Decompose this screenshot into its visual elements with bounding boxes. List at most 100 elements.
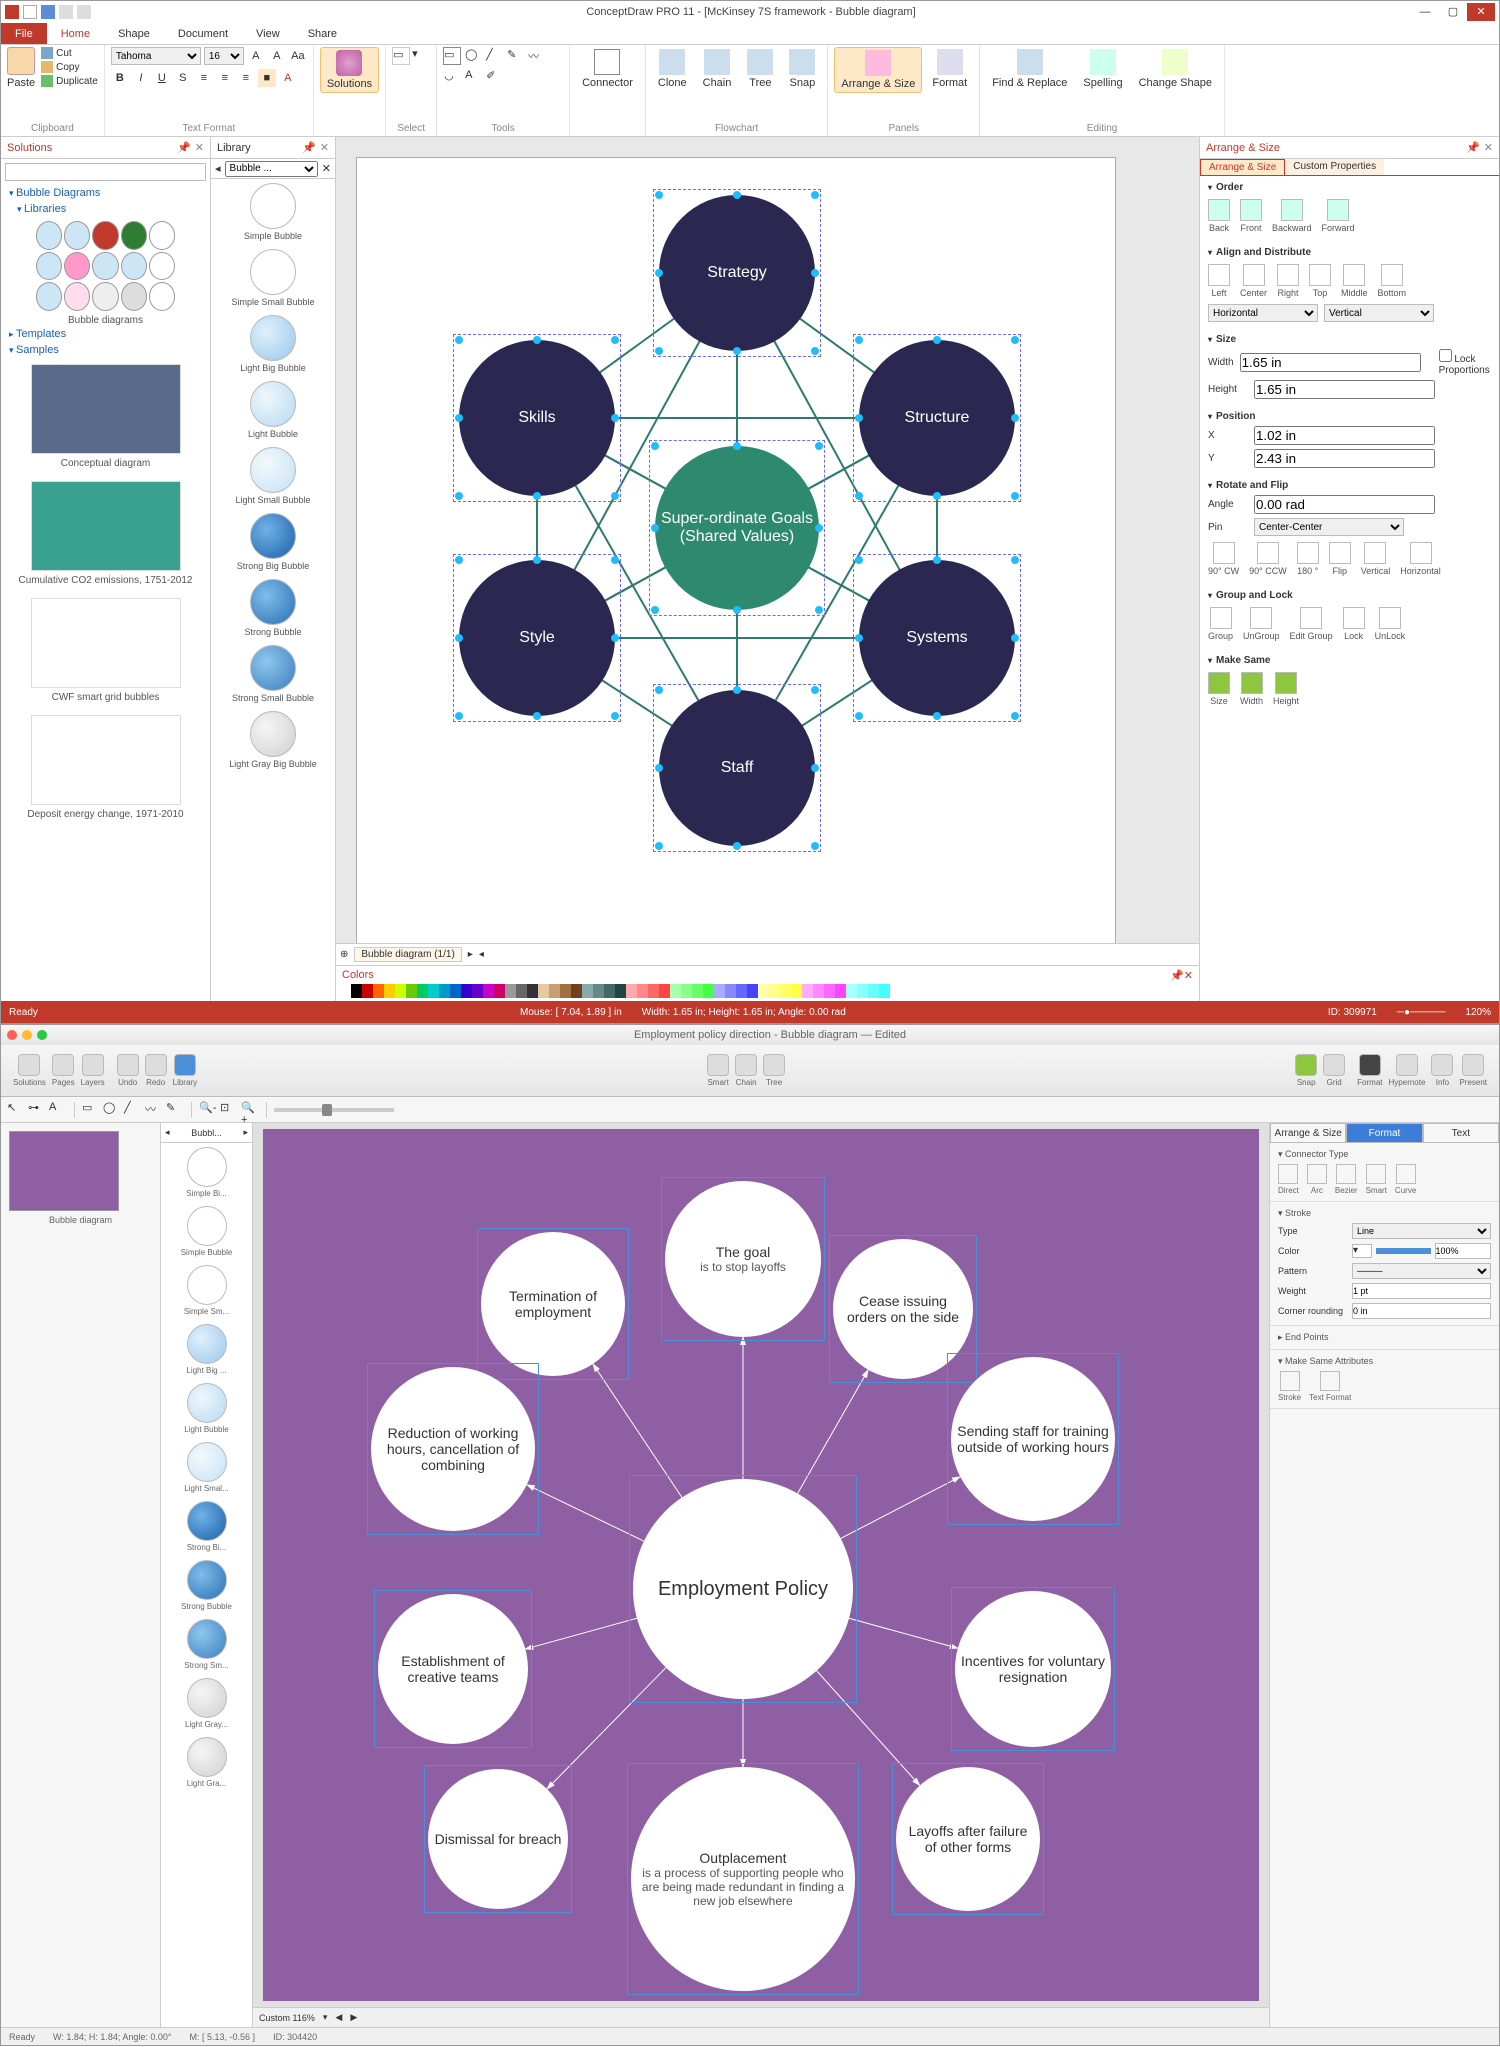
minimize-button[interactable]: — <box>1411 3 1439 21</box>
color-swatch[interactable] <box>351 984 362 998</box>
page-tab[interactable]: Bubble diagram (1/1) <box>354 947 461 962</box>
color-swatch[interactable] <box>340 984 351 998</box>
diagram-node[interactable]: Incentives for voluntary resignation <box>955 1591 1111 1747</box>
tab-home[interactable]: Home <box>47 23 104 44</box>
color-swatch[interactable] <box>791 984 802 998</box>
undo-button[interactable]: Undo <box>117 1054 139 1087</box>
sample-deposit[interactable]: Deposit energy change, 1971-2010 <box>1 709 210 826</box>
library-item[interactable]: Light Smal... <box>161 1438 252 1497</box>
underline-button[interactable]: U <box>153 69 171 87</box>
diagram-node[interactable]: Super-ordinate Goals (Shared Values) <box>655 446 819 610</box>
layers-button[interactable]: Layers <box>81 1054 105 1087</box>
color-swatch[interactable] <box>571 984 582 998</box>
library-item[interactable]: Light Big Bubble <box>211 311 335 377</box>
bubble-palette[interactable] <box>36 221 176 311</box>
search-input[interactable] <box>5 163 206 181</box>
rect-tool[interactable]: ▭ <box>443 47 461 65</box>
color-swatch[interactable] <box>857 984 868 998</box>
pin-icon[interactable]: 📌 <box>1170 969 1184 982</box>
diagram-node[interactable]: Outplacementis a process of supporting p… <box>631 1767 855 1991</box>
color-swatch[interactable] <box>835 984 846 998</box>
tab-arrange[interactable]: Arrange & Size <box>1200 159 1285 175</box>
next-button[interactable]: ▸ <box>243 1127 248 1138</box>
bring-forward-button[interactable]: Forward <box>1322 199 1355 233</box>
rect-tool[interactable]: ▭ <box>82 1101 100 1119</box>
diagram-node[interactable]: Establishment of creative teams <box>378 1594 528 1744</box>
library-item[interactable]: Strong Bi... <box>161 1497 252 1556</box>
grid-button[interactable]: Grid <box>1323 1054 1345 1087</box>
close-icon[interactable]: ✕ <box>1484 141 1493 154</box>
pin-select[interactable]: Center-Center <box>1254 518 1404 536</box>
rotate-ccw-button[interactable]: 90° CCW <box>1249 542 1287 576</box>
maximize-button[interactable]: ▢ <box>1439 3 1467 21</box>
sample-co2[interactable]: Cumulative CO2 emissions, 1751-2012 <box>1 475 210 592</box>
zoom-label[interactable]: Custom 116% <box>259 2013 315 2023</box>
same-height-button[interactable]: Height <box>1273 672 1299 706</box>
pages-button[interactable]: Pages <box>52 1054 75 1087</box>
cut-button[interactable]: Cut <box>41 47 98 59</box>
templates-section[interactable]: Templates <box>1 326 210 342</box>
color-swatch[interactable] <box>395 984 406 998</box>
close-stencil-button[interactable]: ✕ <box>322 162 331 175</box>
prev-page-button[interactable]: ◀ <box>335 2012 342 2023</box>
lock-button[interactable]: Lock <box>1343 607 1365 641</box>
snap-button[interactable]: Snap <box>1295 1054 1317 1087</box>
pin-icon[interactable]: 📌 <box>1466 141 1480 154</box>
library-item[interactable]: Simple Sm... <box>161 1261 252 1320</box>
tree-button[interactable]: Tree <box>763 1054 785 1087</box>
color-swatch[interactable] <box>384 984 395 998</box>
connector-bezier[interactable]: Bezier <box>1335 1164 1358 1195</box>
ellipse-tool[interactable]: ◯ <box>464 47 482 65</box>
same-text-button[interactable]: Text Format <box>1309 1371 1351 1402</box>
format-panel-button[interactable]: Format <box>926 47 973 93</box>
color-swatch[interactable]: ▾ <box>1352 1244 1372 1258</box>
color-swatch[interactable] <box>780 984 791 998</box>
connector-arc[interactable]: Arc <box>1307 1164 1327 1195</box>
diagram-node[interactable]: Dismissal for breach <box>428 1769 568 1909</box>
diagram-node[interactable]: Layoffs after failure of other forms <box>896 1767 1040 1911</box>
align-top-button[interactable]: Top <box>1309 264 1331 298</box>
color-swatch[interactable] <box>824 984 835 998</box>
solutions-button[interactable]: Solutions <box>320 47 379 93</box>
zoom-slider[interactable] <box>274 1108 394 1112</box>
bold-button[interactable]: B <box>111 69 129 87</box>
shrink-font-button[interactable]: A <box>268 47 286 65</box>
color-swatch[interactable] <box>615 984 626 998</box>
color-swatch[interactable] <box>472 984 483 998</box>
color-swatch[interactable] <box>494 984 505 998</box>
add-page-button[interactable]: ⊕ <box>340 949 348 960</box>
connector-button[interactable]: Connector <box>576 47 639 91</box>
line-tool[interactable]: ╱ <box>485 47 503 65</box>
diagram-node[interactable]: Cease issuing orders on the side <box>833 1239 973 1379</box>
spelling-button[interactable]: Spelling <box>1077 47 1128 91</box>
tab-document[interactable]: Document <box>164 23 242 44</box>
tab-text[interactable]: Text <box>1423 1123 1499 1143</box>
align-bottom-button[interactable]: Bottom <box>1378 264 1407 298</box>
color-swatch[interactable] <box>736 984 747 998</box>
highlight-button[interactable]: ■ <box>258 69 276 87</box>
info-button[interactable]: Info <box>1431 1054 1453 1087</box>
color-swatch[interactable] <box>769 984 780 998</box>
library-item[interactable]: Simple Bi... <box>161 1143 252 1202</box>
color-swatch[interactable] <box>670 984 681 998</box>
send-back-button[interactable]: Back <box>1208 199 1230 233</box>
solutions-button[interactable]: Solutions <box>13 1054 46 1087</box>
align-middle-button[interactable]: Middle <box>1341 264 1368 298</box>
color-swatch[interactable] <box>538 984 549 998</box>
connector-smart[interactable]: Smart <box>1366 1164 1387 1195</box>
hypernote-button[interactable]: Hypernote <box>1389 1054 1426 1087</box>
group-bubble-diagrams[interactable]: Bubble Diagrams <box>1 185 210 201</box>
same-width-button[interactable]: Width <box>1240 672 1263 706</box>
align-left-button[interactable]: Left <box>1208 264 1230 298</box>
flip-button[interactable]: Flip <box>1329 542 1351 576</box>
canvas[interactable]: StrategySkillsStructureSuper-ordinate Go… <box>356 157 1116 943</box>
stroke-type-select[interactable]: Line <box>1352 1223 1491 1239</box>
redo-icon[interactable] <box>77 5 91 19</box>
library-item[interactable]: Strong Bubble <box>161 1556 252 1615</box>
change-shape-button[interactable]: Change Shape <box>1133 47 1218 91</box>
duplicate-button[interactable]: Duplicate <box>41 75 98 87</box>
group-button[interactable]: Group <box>1208 607 1233 641</box>
color-swatch[interactable] <box>428 984 439 998</box>
font-color-button[interactable]: A <box>279 69 297 87</box>
ungroup-button[interactable]: UnGroup <box>1243 607 1280 641</box>
